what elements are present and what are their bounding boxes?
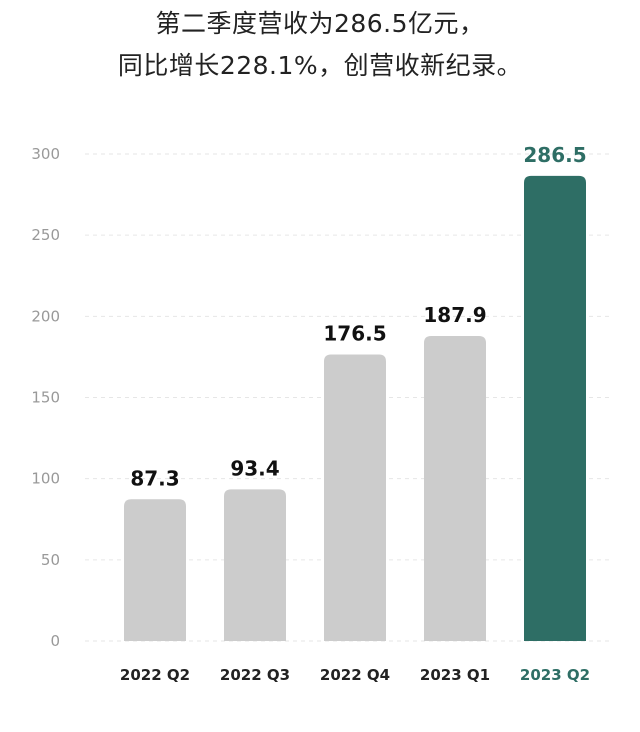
bar-value-label: 187.9 [423, 303, 486, 327]
bar-value-label: 93.4 [230, 456, 279, 480]
y-tick-label: 0 [50, 632, 60, 650]
y-tick-label: 200 [31, 307, 60, 325]
bar [524, 175, 586, 642]
bar-value-label: 87.3 [130, 466, 179, 490]
x-tick-label: 2022 Q2 [120, 666, 190, 684]
y-tick-label: 100 [31, 470, 60, 488]
x-tick-label: 2023 Q1 [420, 666, 490, 684]
y-tick-label: 300 [31, 145, 60, 163]
headline-line-2: 同比增长228.1%，创营收新纪录。 [117, 51, 523, 80]
bar [424, 335, 486, 641]
bar [224, 489, 286, 641]
x-tick-label: 2023 Q2 [520, 666, 590, 684]
bar [324, 354, 386, 641]
x-tick-label: 2022 Q3 [220, 666, 290, 684]
bar [124, 499, 186, 641]
bar-value-label: 286.5 [523, 143, 586, 167]
bar-value-label: 176.5 [323, 321, 386, 345]
headline-line-1: 第二季度营收为286.5亿元， [155, 9, 485, 38]
y-tick-label: 250 [31, 226, 60, 244]
y-tick-label: 50 [41, 551, 60, 569]
x-tick-label: 2022 Q4 [320, 666, 390, 684]
y-tick-label: 150 [31, 389, 60, 407]
